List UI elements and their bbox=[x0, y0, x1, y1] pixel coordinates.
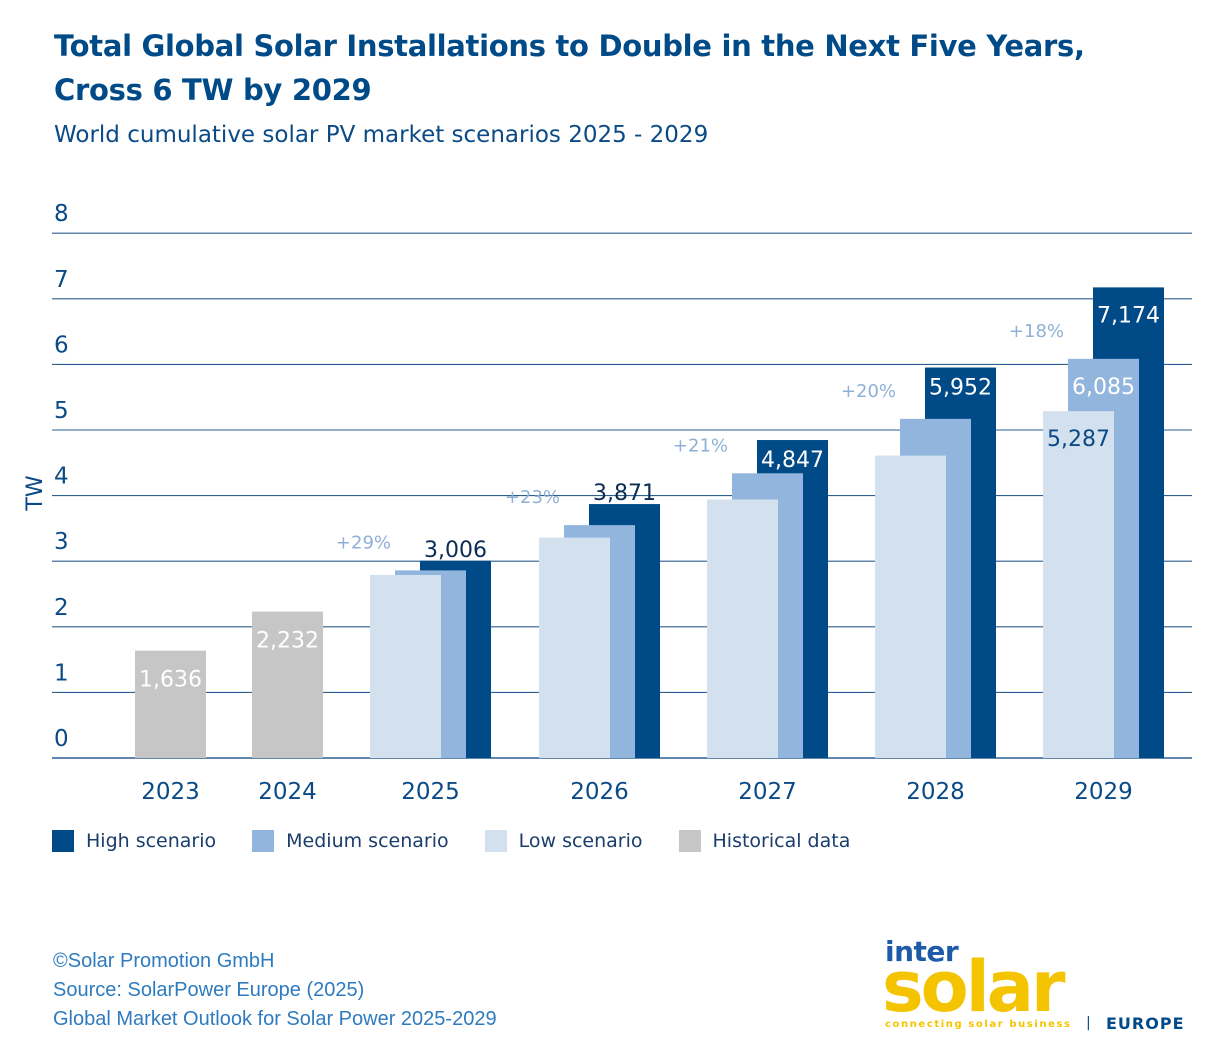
report-text: Global Market Outlook for Solar Power 20… bbox=[53, 1008, 497, 1030]
legend-item-medium: Medium scenario bbox=[252, 830, 449, 852]
logo-inter-text: inter bbox=[885, 935, 959, 968]
gridlines bbox=[52, 232, 1192, 759]
data-label-high-2025: 3,006 bbox=[424, 538, 487, 563]
data-label-high-2026: 3,871 bbox=[593, 481, 656, 506]
x-tick-label: 2025 bbox=[401, 779, 460, 805]
bar-low-2026 bbox=[539, 537, 610, 758]
legend-swatch-historical bbox=[678, 830, 701, 852]
growth-annotation-2026: +23% bbox=[505, 487, 560, 508]
growth-annotation-2025: +29% bbox=[336, 532, 391, 553]
x-tick-label: 2026 bbox=[570, 779, 629, 805]
logo-tagline: connecting solar business bbox=[885, 1019, 1072, 1030]
y-tick-label: 8 bbox=[54, 201, 69, 227]
bar-low-2027 bbox=[707, 499, 778, 758]
data-labels: 1,636 2,232 3,006 +29% 3,871 +23% 4,847 +21% 5,9… bbox=[139, 303, 1160, 692]
logo-separator: | bbox=[1086, 1015, 1091, 1031]
legend-label-low: Low scenario bbox=[518, 830, 643, 852]
y-tick-label: 0 bbox=[54, 726, 69, 752]
legend-swatch-medium bbox=[252, 830, 275, 852]
y-tick-label: 3 bbox=[54, 529, 69, 555]
chart-subtitle: World cumulative solar PV market scenari… bbox=[54, 122, 709, 148]
x-tick-label: 2023 bbox=[141, 779, 200, 805]
bar-low-2029 bbox=[1043, 411, 1114, 758]
bar-historical-2024 bbox=[252, 611, 323, 758]
y-tick-label: 1 bbox=[54, 660, 69, 686]
data-label-historical-2024: 2,232 bbox=[256, 629, 319, 654]
legend-label-historical: Historical data bbox=[712, 830, 851, 852]
source-text: Source: SolarPower Europe (2025) bbox=[53, 979, 365, 1001]
y-tick-label: 2 bbox=[54, 595, 69, 621]
legend-item-high: High scenario bbox=[52, 830, 216, 852]
y-tick-label: 6 bbox=[54, 332, 69, 358]
data-label-high-2028: 5,952 bbox=[929, 376, 992, 401]
y-tick-label: 7 bbox=[54, 267, 69, 293]
y-tick-label: 5 bbox=[54, 398, 69, 424]
legend-item-low: Low scenario bbox=[484, 830, 643, 852]
x-tick-label: 2029 bbox=[1074, 779, 1133, 805]
chart-title: Total Global Solar Installations to Doub… bbox=[54, 29, 1085, 107]
intersolar-europe-logo: inter solar connecting solar business | … bbox=[882, 935, 1192, 1035]
data-label-medium-2029: 6,085 bbox=[1072, 375, 1135, 400]
data-label-high-2027: 4,847 bbox=[761, 448, 824, 473]
growth-annotation-2029: +18% bbox=[1009, 321, 1064, 342]
y-tick-label: 4 bbox=[54, 464, 69, 490]
data-label-high-2029: 7,174 bbox=[1097, 303, 1160, 328]
x-tick-label: 2027 bbox=[738, 779, 797, 805]
bar-low-2025 bbox=[370, 574, 441, 758]
legend-label-high: High scenario bbox=[86, 830, 217, 852]
logo-region: EUROPE bbox=[1106, 1014, 1185, 1033]
legend-label-medium: Medium scenario bbox=[286, 830, 449, 852]
legend-swatch-low bbox=[484, 830, 507, 852]
growth-annotation-2028: +20% bbox=[841, 381, 896, 402]
y-axis-ticks: 0 1 2 3 4 5 6 7 8 bbox=[54, 201, 69, 752]
bar-chart: 0 1 2 3 4 5 6 7 8 TW 1,636 2,232 3,006 +29% 3,871 +23… bbox=[23, 201, 1192, 805]
bar-low-2028 bbox=[875, 455, 946, 758]
x-tick-label: 2024 bbox=[258, 779, 317, 805]
bars bbox=[135, 287, 1164, 758]
growth-annotation-2027: +21% bbox=[673, 435, 728, 456]
logo-solar-text: solar bbox=[882, 946, 1066, 1028]
bar-historical-2023 bbox=[135, 650, 206, 758]
data-label-historical-2023: 1,636 bbox=[139, 668, 202, 693]
legend-swatch-high bbox=[52, 830, 74, 852]
legend-item-historical: Historical data bbox=[678, 830, 851, 852]
data-label-low-2029: 5,287 bbox=[1047, 427, 1110, 452]
source-footer: ©Solar Promotion GmbH Source: SolarPower… bbox=[53, 947, 497, 1034]
legend: High scenario Medium scenario Low scenar… bbox=[52, 830, 886, 852]
x-axis-ticks: 2023 2024 2025 2026 2027 2028 2029 bbox=[141, 779, 1133, 805]
x-tick-label: 2028 bbox=[906, 779, 965, 805]
y-axis-label: TW bbox=[23, 475, 48, 511]
copyright-text: ©Solar Promotion GmbH bbox=[53, 950, 275, 972]
